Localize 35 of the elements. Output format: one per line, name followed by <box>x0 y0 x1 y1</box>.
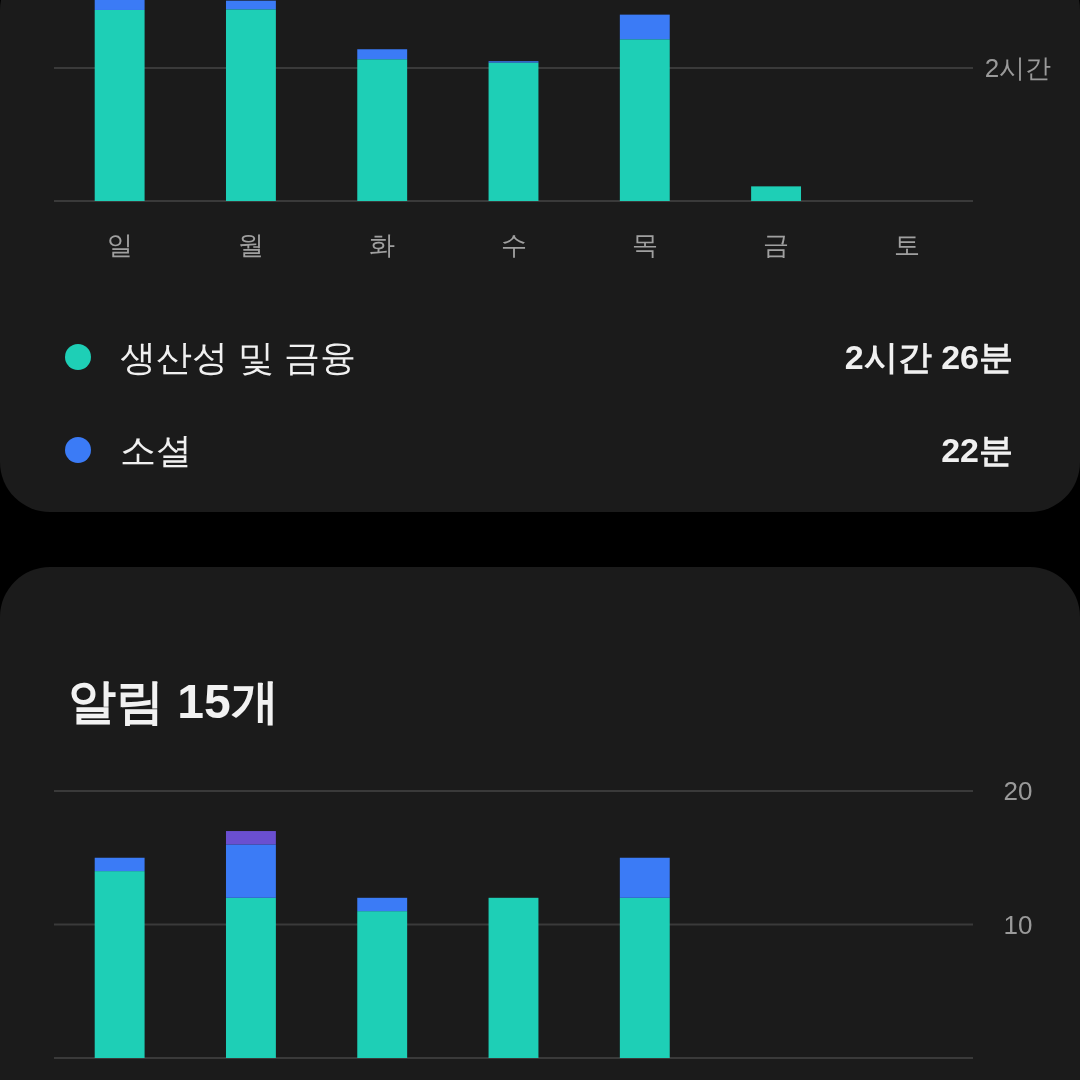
bar <box>357 59 408 201</box>
y-tick-label: 20 <box>1003 776 1033 807</box>
bar <box>94 857 145 872</box>
text: 22분 <box>941 430 1013 469</box>
x-tick-label: 일 <box>106 230 133 261</box>
bar <box>619 14 670 40</box>
legend-label: 생산성 및 금융 <box>120 336 357 378</box>
bar <box>225 9 276 201</box>
bar <box>94 871 145 1058</box>
x-tick-label: 토 <box>894 230 921 261</box>
bar <box>94 0 145 10</box>
y-tick-label: 10 <box>1003 909 1033 940</box>
bar <box>225 0 276 10</box>
text: 2시간 26분 <box>844 337 1013 376</box>
y-tick-label: 2시간 <box>984 52 1052 83</box>
legend-label: 소셜 <box>120 429 192 471</box>
bar <box>619 39 670 201</box>
x-tick-label: 월 <box>237 230 264 261</box>
x-tick-label: 목 <box>631 230 658 261</box>
bar <box>225 897 276 1058</box>
bar <box>225 844 276 898</box>
bar <box>225 831 276 845</box>
x-tick-label: 화 <box>369 230 396 261</box>
bar <box>619 897 670 1058</box>
bar <box>751 186 802 201</box>
chart-title: 알림 15개 <box>68 675 279 728</box>
bar <box>94 9 145 201</box>
bar <box>357 49 408 60</box>
bar <box>619 857 670 898</box>
x-tick-label: 수 <box>500 230 527 261</box>
x-tick-label: 금 <box>763 230 790 261</box>
bar <box>357 911 408 1058</box>
bar <box>488 62 539 201</box>
bar <box>488 897 539 1058</box>
bar <box>357 897 408 912</box>
